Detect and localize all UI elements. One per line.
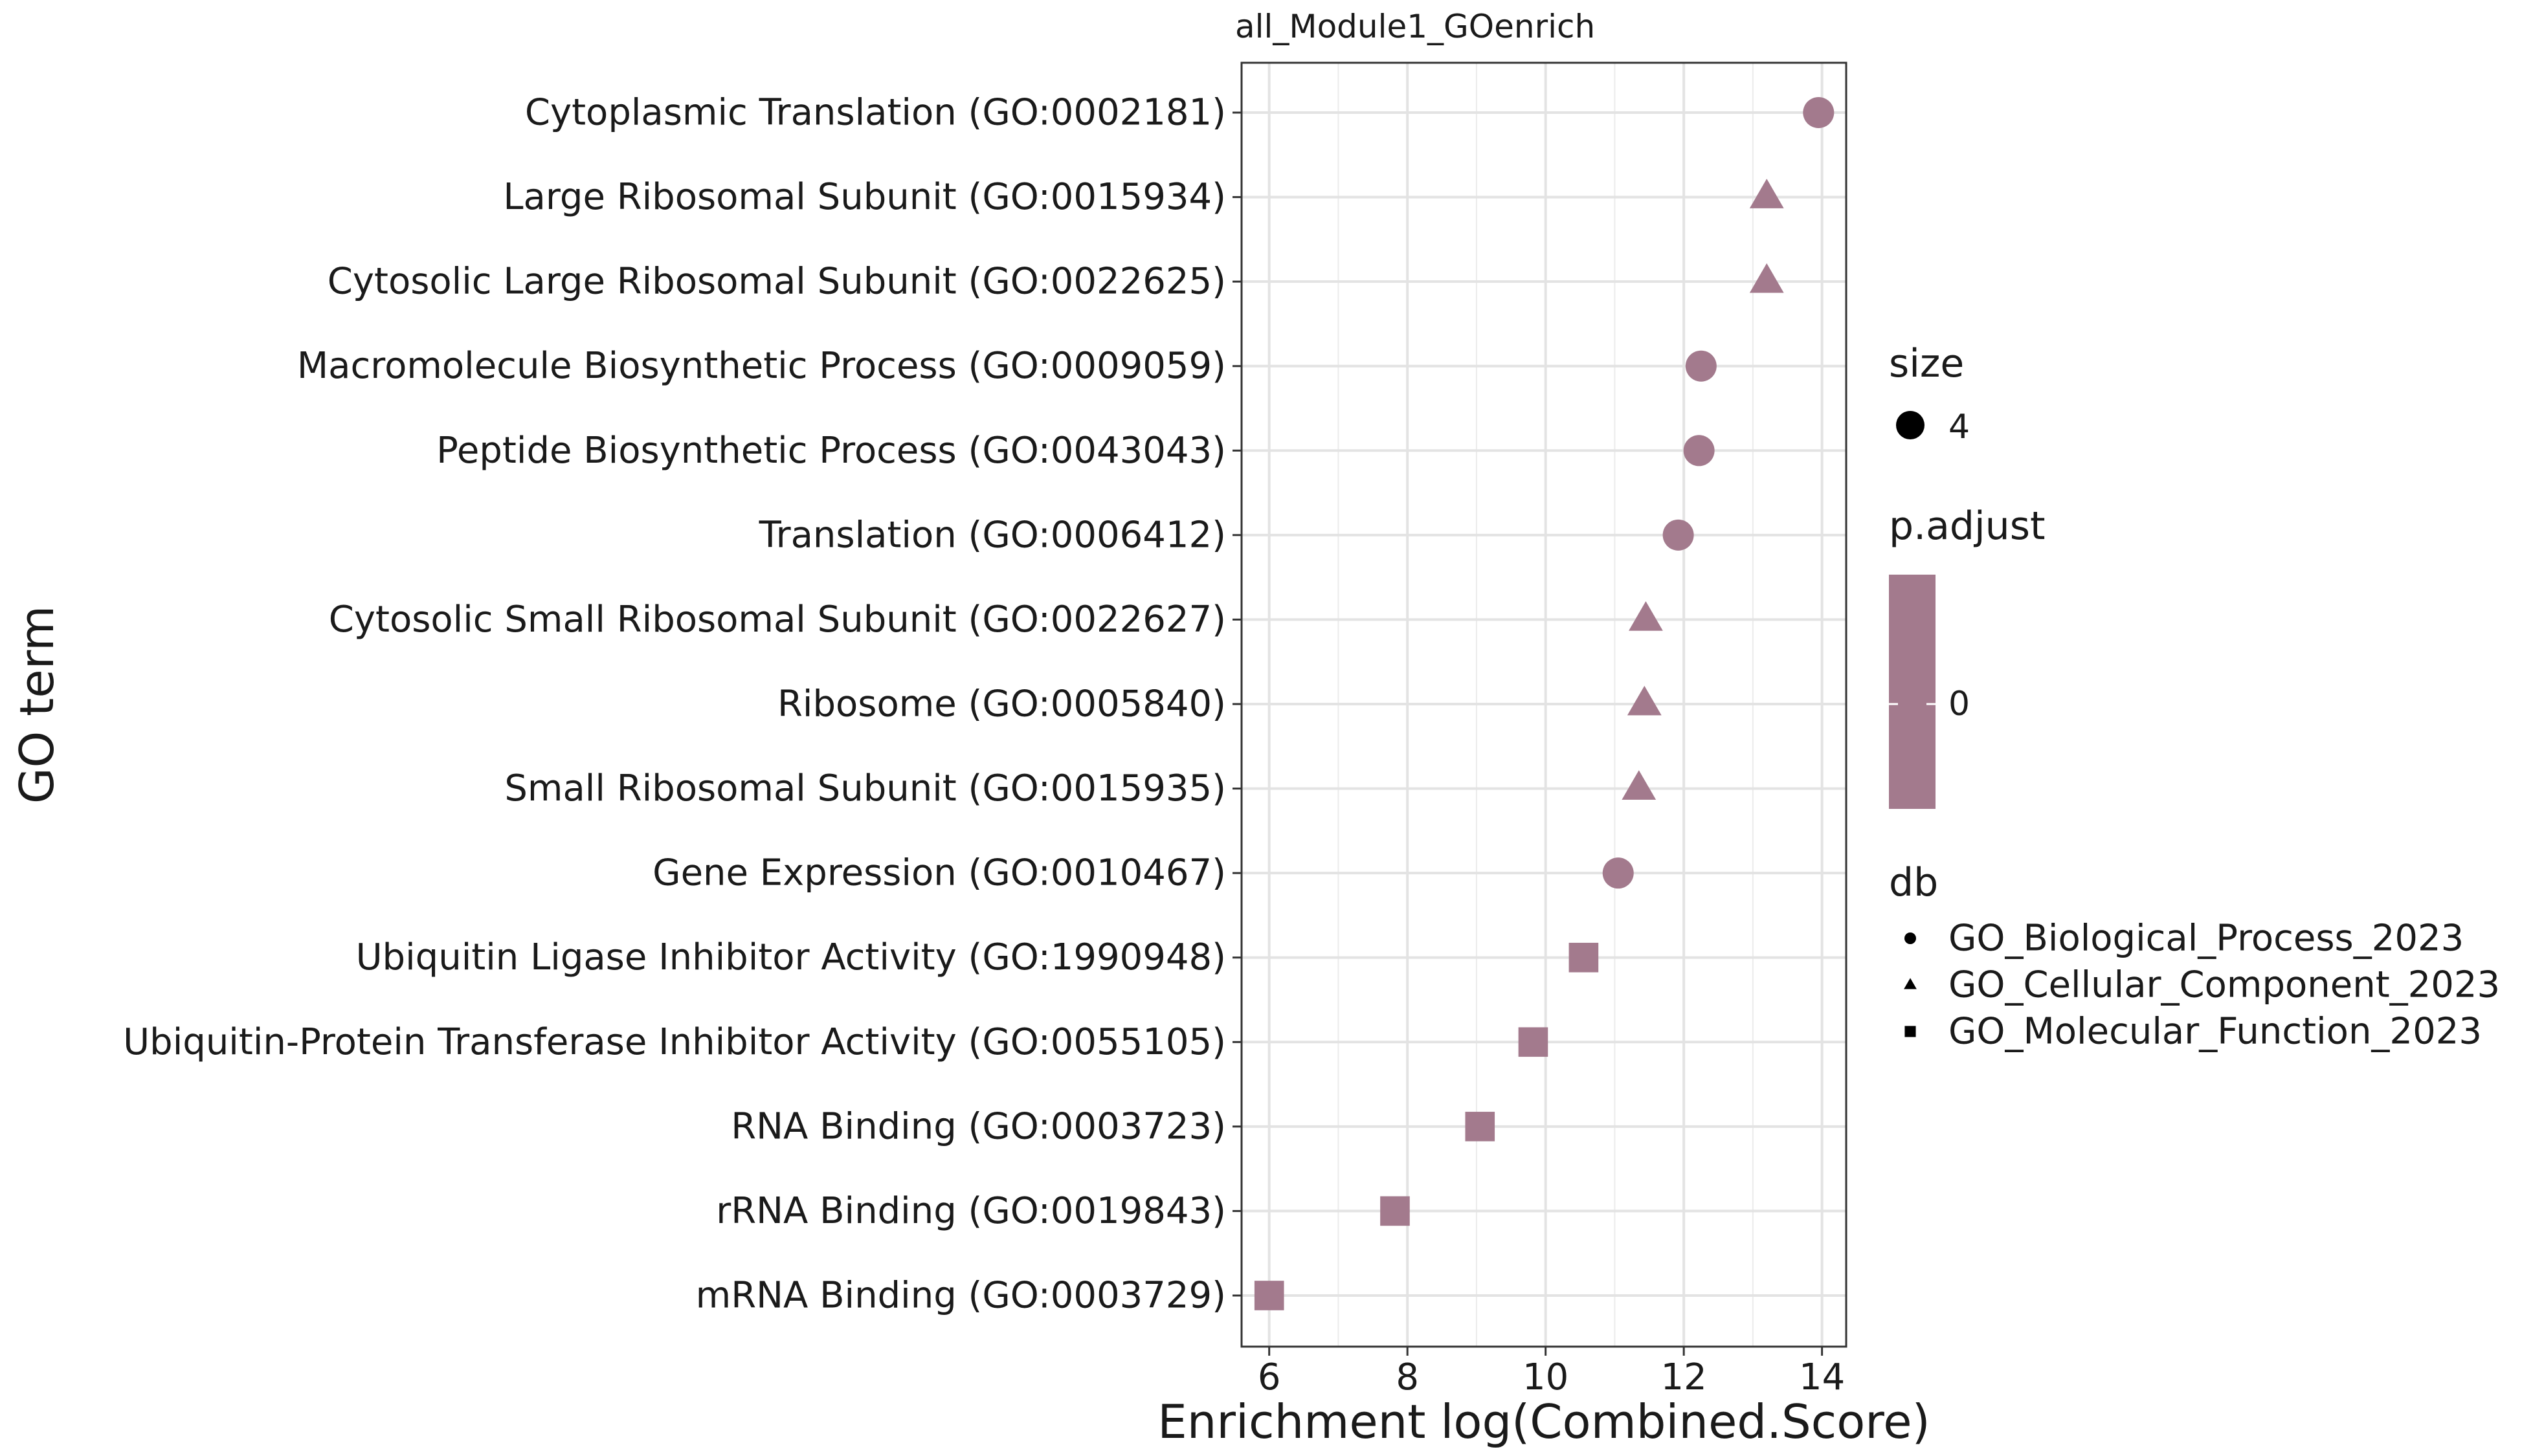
- y-tick-label: Cytoplasmic Translation (GO:0002181): [525, 92, 1226, 134]
- legend-db-label: GO_Biological_Process_2023: [1948, 918, 2464, 960]
- y-tick-label: Cytosolic Small Ribosomal Subunit (GO:00…: [329, 599, 1226, 641]
- chart-title: all_Module1_GOenrich: [1235, 8, 1595, 45]
- y-tick-label: Translation (GO:0006412): [759, 514, 1226, 556]
- y-tick-label: Small Ribosomal Subunit (GO:0015935): [504, 767, 1226, 810]
- y-tick-label: Cytosolic Large Ribosomal Subunit (GO:00…: [328, 261, 1226, 303]
- y-tick-label: Large Ribosomal Subunit (GO:0015934): [503, 176, 1226, 218]
- x-tick-label: 14: [1799, 1356, 1845, 1398]
- data-point: [1380, 1196, 1410, 1226]
- x-tick-label: 10: [1523, 1356, 1568, 1398]
- data-point: [1749, 179, 1784, 208]
- data-point: [1629, 601, 1663, 631]
- data-point: [1465, 1112, 1495, 1142]
- data-point: [1749, 263, 1784, 293]
- y-tick-label: Macromolecule Biosynthetic Process (GO:0…: [297, 345, 1226, 387]
- data-point: [1803, 97, 1835, 128]
- legend-size-title: size: [1889, 341, 1964, 386]
- legend-db-label: GO_Cellular_Component_2023: [1948, 964, 2500, 1006]
- legend-db-marker-square: [1904, 1026, 1916, 1037]
- x-tick-label: 6: [1258, 1356, 1281, 1398]
- grid-layer: [1242, 63, 1846, 1347]
- legend-db-title: db: [1889, 860, 1938, 905]
- data-point: [1568, 942, 1599, 973]
- x-tick-label: 12: [1661, 1356, 1707, 1398]
- marks-layer: [1254, 97, 1835, 1310]
- y-tick-label: mRNA Binding (GO:0003729): [696, 1275, 1226, 1317]
- y-tick-label: Gene Expression (GO:0010467): [653, 852, 1226, 894]
- data-point: [1518, 1027, 1548, 1057]
- y-tick-label: RNA Binding (GO:0003723): [731, 1105, 1226, 1147]
- legend-size-value: 4: [1948, 408, 1970, 447]
- y-tick-labels: Cytoplasmic Translation (GO:0002181) Larg…: [123, 92, 1242, 1317]
- y-axis-label: GO term: [10, 606, 64, 804]
- y-tick-label: Ubiquitin Ligase Inhibitor Activity (GO:…: [356, 936, 1226, 978]
- data-point: [1602, 857, 1634, 889]
- x-tick-labels: 6 8 10 12 14: [1258, 1347, 1845, 1398]
- x-axis-label: Enrichment log(Combined.Score): [1157, 1395, 1930, 1449]
- data-point: [1254, 1281, 1284, 1310]
- legend-padjust-colorbar: [1889, 575, 1936, 809]
- y-tick-label: Peptide Biosynthetic Process (GO:0043043…: [436, 430, 1226, 472]
- legend: size 4 p.adjust 0 db GO_Biological_Proce…: [1889, 341, 2500, 1053]
- data-point: [1662, 519, 1694, 551]
- data-point: [1683, 435, 1715, 467]
- legend-padjust-value: 0: [1948, 685, 1970, 723]
- legend-padjust-title: p.adjust: [1889, 503, 2046, 549]
- y-tick-label: Ribosome (GO:0005840): [777, 683, 1226, 725]
- legend-db-label: GO_Molecular_Function_2023: [1948, 1011, 2482, 1053]
- legend-size-marker: [1896, 411, 1925, 439]
- data-point: [1627, 685, 1662, 716]
- legend-db-marker-circle: [1904, 932, 1916, 944]
- data-point: [1685, 350, 1717, 382]
- legend-db-entries: GO_Biological_Process_2023GO_Cellular_Co…: [1904, 918, 2500, 1053]
- legend-db-marker-triangle: [1904, 978, 1917, 989]
- x-tick-label: 8: [1396, 1356, 1419, 1398]
- y-tick-label: rRNA Binding (GO:0019843): [716, 1190, 1226, 1232]
- data-point: [1622, 770, 1657, 800]
- y-tick-label: Ubiquitin-Protein Transferase Inhibitor …: [123, 1021, 1226, 1063]
